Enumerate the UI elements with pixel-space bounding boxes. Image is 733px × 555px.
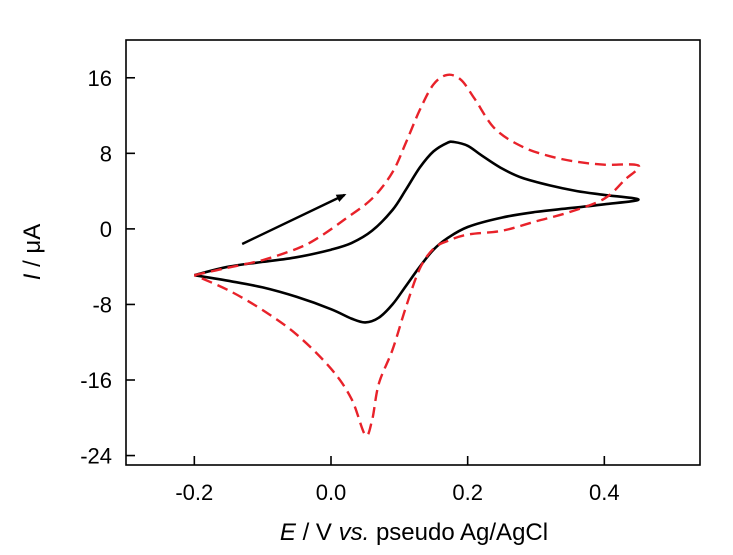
axis-ticks: -0.2 0.0 0.2 0.4 -24 -16 -8 0 8 16 xyxy=(80,66,619,505)
y-tick-label: 16 xyxy=(88,66,112,91)
y-tick-label: -24 xyxy=(80,444,112,469)
x-tick-label: -0.2 xyxy=(175,480,213,505)
series-line-black-solid xyxy=(193,140,640,324)
x-axis-label: E / V vs. pseudo Ag/AgCl xyxy=(280,519,548,546)
series-layer xyxy=(193,73,641,437)
y-axis-unit: / μA xyxy=(19,224,46,274)
series-line-red-dashed xyxy=(193,73,641,437)
x-axis-variable: E xyxy=(280,519,297,546)
x-tick-label: 0.2 xyxy=(452,480,483,505)
y-tick-label: 0 xyxy=(100,217,112,242)
y-axis-variable: I xyxy=(19,273,46,280)
x-axis-vs: vs. xyxy=(339,519,370,546)
y-tick-label: -8 xyxy=(92,292,112,317)
y-tick-label: -16 xyxy=(80,368,112,393)
x-axis-reference: pseudo Ag/AgCl xyxy=(369,519,548,546)
x-tick-label: 0.0 xyxy=(316,480,347,505)
scan-direction-arrow xyxy=(241,193,347,246)
plot-area-frame xyxy=(125,39,701,466)
x-tick-label: 0.4 xyxy=(589,480,620,505)
y-tick-label: 8 xyxy=(100,141,112,166)
annotations xyxy=(241,193,347,246)
x-axis-unit: / V xyxy=(296,519,339,546)
y-axis-label: I / μA xyxy=(19,224,46,281)
